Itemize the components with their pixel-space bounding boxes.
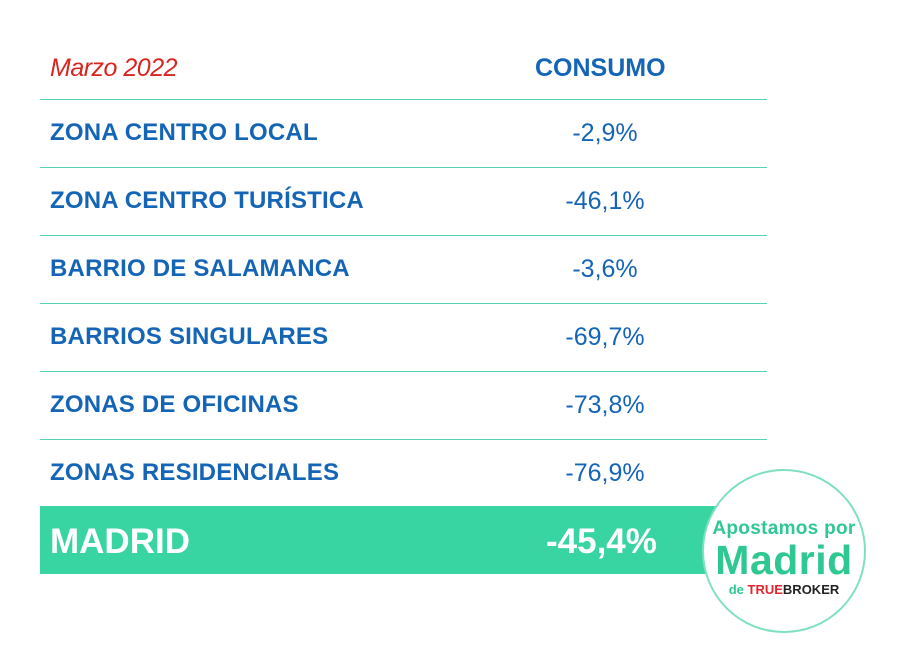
table-row: ZONAS RESIDENCIALES -76,9%: [40, 440, 767, 507]
consumption-table: Marzo 2022 CONSUMO ZONA CENTRO LOCAL -2,…: [40, 32, 767, 507]
zone-label: ZONA CENTRO TURÍSTICA: [50, 187, 364, 214]
table-row: ZONA CENTRO TURÍSTICA -46,1%: [40, 168, 767, 236]
zone-label: BARRIO DE SALAMANCA: [50, 255, 350, 282]
logo-brand-true: TRUE: [747, 582, 783, 597]
table-header: Marzo 2022 CONSUMO: [40, 32, 767, 100]
logo-tagline: Apostamos por: [712, 518, 856, 539]
zone-label: BARRIOS SINGULARES: [50, 323, 329, 350]
table-row: ZONAS DE OFICINAS -73,8%: [40, 372, 767, 440]
logo-brand-broker: BROKER: [782, 582, 840, 597]
total-value: -45,4%: [546, 522, 657, 561]
logo-city: Madrid: [715, 537, 853, 583]
zone-label: ZONAS DE OFICINAS: [50, 391, 299, 418]
consumption-value: -3,6%: [572, 255, 638, 283]
zone-label: ZONAS RESIDENCIALES: [50, 459, 340, 486]
consumption-value: -76,9%: [565, 459, 645, 487]
consumption-column-header: CONSUMO: [535, 54, 666, 82]
consumption-value: -46,1%: [565, 187, 645, 215]
logo-brand: de TRUEBROKER: [704, 582, 864, 597]
consumption-value: -69,7%: [565, 323, 645, 351]
table-row: ZONA CENTRO LOCAL -2,9%: [40, 100, 767, 168]
period-label: Marzo 2022: [50, 54, 178, 82]
consumption-value: -73,8%: [565, 391, 645, 419]
total-row: MADRID -45,4%: [40, 506, 740, 574]
logo-de: de: [728, 582, 744, 597]
truebroker-logo: Apostamos por Madrid de TRUEBROKER: [702, 469, 866, 633]
consumption-value: -2,9%: [572, 119, 638, 147]
total-label: MADRID: [50, 522, 190, 561]
zone-label: ZONA CENTRO LOCAL: [50, 119, 318, 146]
table-row: BARRIO DE SALAMANCA -3,6%: [40, 236, 767, 304]
table-row: BARRIOS SINGULARES -69,7%: [40, 304, 767, 372]
